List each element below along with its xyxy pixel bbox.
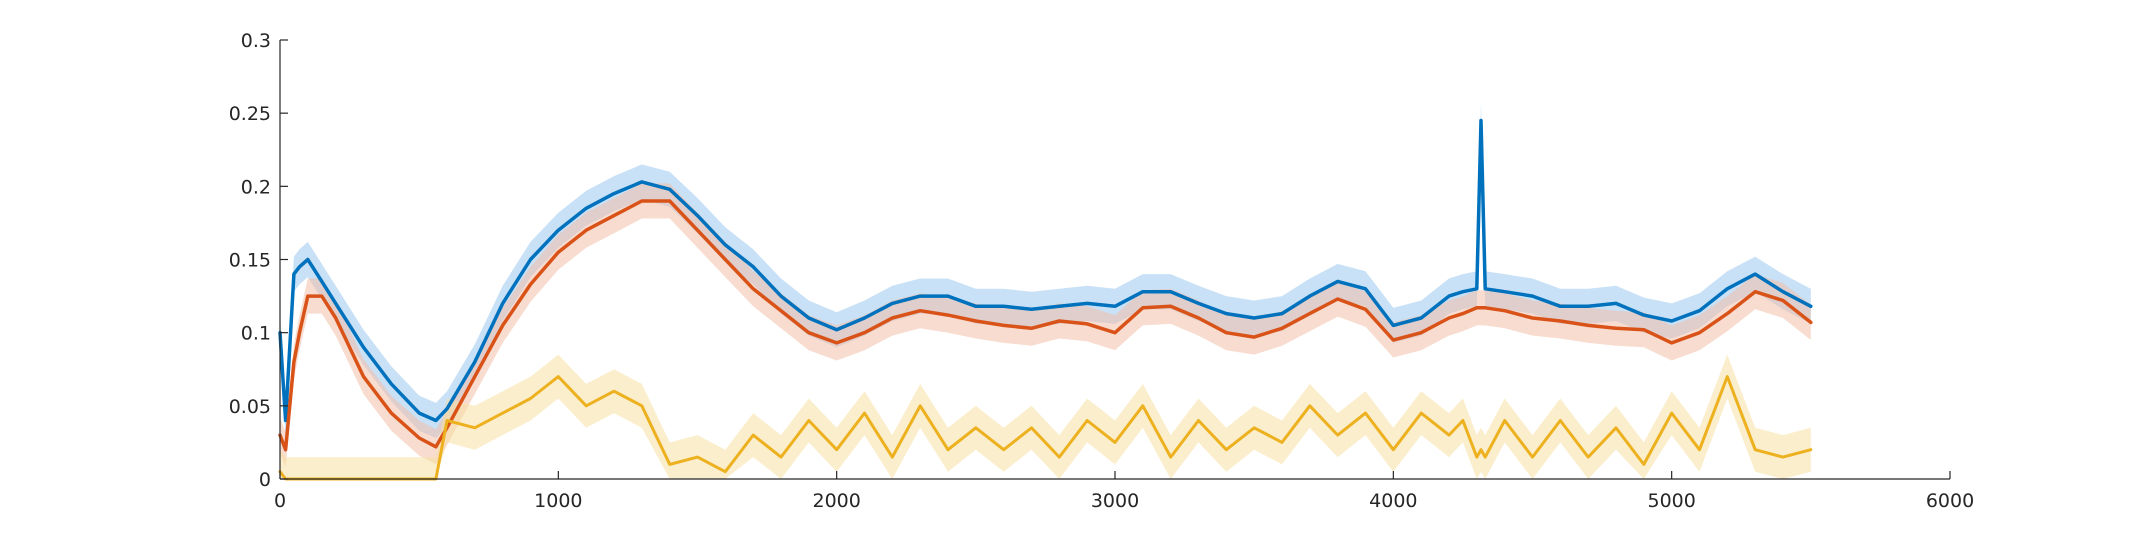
y-tick-label: 0 xyxy=(259,469,271,491)
y-tick-label: 0.05 xyxy=(229,396,271,418)
series-1-line xyxy=(278,118,1813,423)
x-tick-label: 6000 xyxy=(1926,490,1974,512)
series-3-line xyxy=(278,375,1813,481)
y-tick-label: 0.25 xyxy=(229,103,271,125)
x-tick-label: 1000 xyxy=(534,490,582,512)
series-3-band xyxy=(280,354,1811,479)
x-tick-label: 5000 xyxy=(1647,490,1695,512)
x-ticks: 0 1000 2000 3000 4000 5000 6000 xyxy=(274,471,1974,512)
series-2-line xyxy=(278,199,1813,452)
x-tick-label: 0 xyxy=(274,490,286,512)
y-tick-label: 0.1 xyxy=(241,323,271,345)
x-tick-label: 3000 xyxy=(1091,490,1139,512)
x-tick-label: 4000 xyxy=(1369,490,1417,512)
x-tick-label: 2000 xyxy=(812,490,860,512)
y-tick-label: 0.3 xyxy=(241,30,271,52)
series-lines xyxy=(278,118,1813,481)
y-ticks: 0 0.05 0.1 0.15 0.2 0.25 0.3 xyxy=(229,30,288,491)
y-tick-label: 0.2 xyxy=(241,176,271,198)
y-tick-label: 0.15 xyxy=(229,250,271,272)
